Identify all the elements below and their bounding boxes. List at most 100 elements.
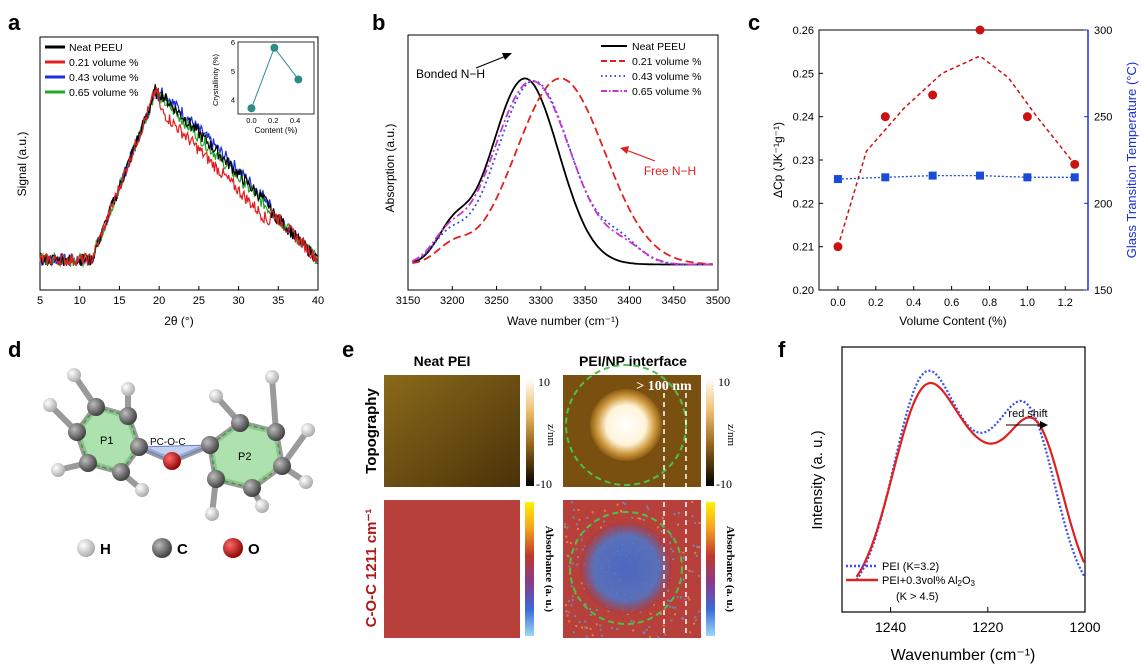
absorbance-speck (694, 551, 697, 554)
molecule-atoms (43, 368, 315, 521)
plot-b-xticks: 3150 3200 3250 3300 3350 3400 3450 3500 (396, 286, 730, 307)
atom-c (243, 479, 261, 497)
absorbance-speck (687, 596, 690, 599)
plot-b-legend: Neat PEEU 0.21 volume % 0.43 volume % 0.… (601, 41, 701, 98)
absorbance-speck (611, 627, 613, 629)
absorbance-speck (577, 508, 580, 511)
absorbance-speck (574, 592, 577, 595)
absorbance-speck (576, 523, 579, 526)
colorbar-topo-1-min: -10 (536, 477, 552, 491)
absorbance-speck (693, 622, 695, 625)
absorbance-speck (684, 598, 687, 601)
absorbance-speck (616, 503, 619, 506)
colorbar-abs-2 (706, 502, 715, 636)
panel-letter-d: d (8, 337, 21, 362)
absorbance-speck (646, 505, 649, 508)
c-xtick-label: 1.0 (1020, 297, 1035, 309)
plot-a-xticks: 5 10 15 20 25 30 35 40 (37, 286, 324, 307)
c-point-right (1023, 173, 1032, 182)
legend-f-label-1: PEI+0.3vol% Al2O3 (882, 575, 976, 588)
annotation-free-arrow (625, 149, 656, 162)
panel-letter-e: e (342, 337, 354, 362)
absorbance-speck (672, 558, 675, 561)
atom-c (207, 470, 225, 488)
absorbance-speck (682, 551, 685, 554)
absorbance-speck (571, 595, 574, 598)
f-xtick-label: 1240 (875, 619, 906, 635)
absorbance-speck (566, 526, 569, 529)
plot-c-ylabel-right: Glass Transition Temperature (°C) (1124, 62, 1139, 258)
absorbance-speck (660, 530, 663, 533)
plot-f-xlabel: Wavenumber (cm⁻¹) (891, 647, 1036, 664)
label-pcoc: PC-O-C (150, 437, 186, 448)
absorbance-speck (647, 507, 650, 510)
absorbance-speck (639, 610, 642, 613)
absorbance-speck (689, 631, 692, 634)
inset-a-frame (237, 41, 315, 115)
absorbance-speck (656, 526, 659, 529)
inset-a-ylabel: Crystallinity (%) (211, 53, 220, 106)
absorbance-speck (603, 520, 606, 523)
a-xtick-label: 10 (74, 295, 86, 307)
a-series-curve-3 (39, 86, 318, 267)
b-xtick-label: 3200 (440, 295, 464, 307)
absorbance-speck (669, 605, 671, 608)
atom-c (112, 463, 130, 481)
absorbance-speck (672, 550, 675, 553)
plot-a-inset: 0.0 0.2 0.4 4 5 6 Content (%) Crystallinity (… (211, 38, 315, 135)
plot-f-legend: PEI (K=3.2) PEI+0.3vol% Al2O3 (K > 4.5) (846, 561, 976, 603)
atom-c (201, 436, 219, 454)
label-p2: P2 (238, 451, 251, 463)
plot-c-xlabel: Volume Content (%) (899, 314, 1006, 328)
absorbance-speck (698, 521, 701, 524)
absorbance-speck (662, 624, 665, 627)
c-point-left (928, 90, 938, 100)
absorbance-speck (589, 627, 592, 630)
plot-f-frame (841, 346, 1086, 613)
np-interface-ring-bottom (569, 511, 683, 625)
a-xtick-label: 35 (272, 295, 284, 307)
panel-letter-b: b (372, 10, 385, 35)
annotation-free-nh: Free N−H (644, 164, 696, 178)
plot-b-frame (407, 34, 719, 291)
panel-a: a 5 10 15 20 25 30 35 40 2θ (°) Signal (a.u.) N… (8, 10, 324, 328)
atom-h (255, 499, 269, 513)
plot-b-ylabel: Absorption (a.u.) (383, 124, 397, 213)
b-xtick-label: 3350 (573, 295, 597, 307)
absorbance-speck (639, 517, 642, 520)
absorbance-speck (674, 606, 677, 609)
absorbance-speck (564, 525, 567, 528)
legend-a-label-3: 0.65 volume % (69, 87, 138, 99)
a-xtick-label: 40 (312, 295, 324, 307)
c-ytick-right-label: 250 (1094, 112, 1112, 124)
absorbance-speck (670, 547, 673, 550)
b-xtick-label: 3500 (706, 295, 730, 307)
absorbance-speck (565, 604, 567, 607)
absorbance-speck (674, 613, 676, 616)
c-point-left (975, 25, 985, 35)
f-xtick-label: 1200 (1069, 619, 1100, 635)
absorbance-speck (599, 624, 602, 627)
legend-b-label-2: 0.43 volume % (632, 71, 701, 83)
absorbance-speck (691, 501, 694, 503)
absorbance-speck (682, 556, 685, 559)
colorbar-topo-1-unit: z/nm (545, 424, 557, 446)
annotation-bonded-arrow (475, 55, 507, 69)
absorbance-speck (680, 596, 682, 599)
absorbance-speck (570, 585, 573, 588)
absorbance-speck (682, 578, 685, 581)
a-xtick-label: 15 (113, 295, 125, 307)
colorbar-abs-2-label: Absorbance (a. u.) (724, 526, 736, 613)
panel-letter-f: f (778, 337, 786, 362)
absorbance-speck (698, 574, 701, 577)
absorbance-speck (632, 629, 635, 632)
legend-a-label-0: Neat PEEU (69, 42, 123, 54)
absorbance-speck (570, 604, 573, 607)
red-shift-arrowhead (1040, 421, 1048, 429)
b-xtick-label: 3450 (661, 295, 685, 307)
panel-e: e Neat PEI PEI/NP interface Topography C… (342, 337, 737, 639)
c-xtick-label: 0.8 (982, 297, 997, 309)
absorbance-speck (620, 509, 622, 512)
panel-letter-c: c (748, 10, 760, 35)
